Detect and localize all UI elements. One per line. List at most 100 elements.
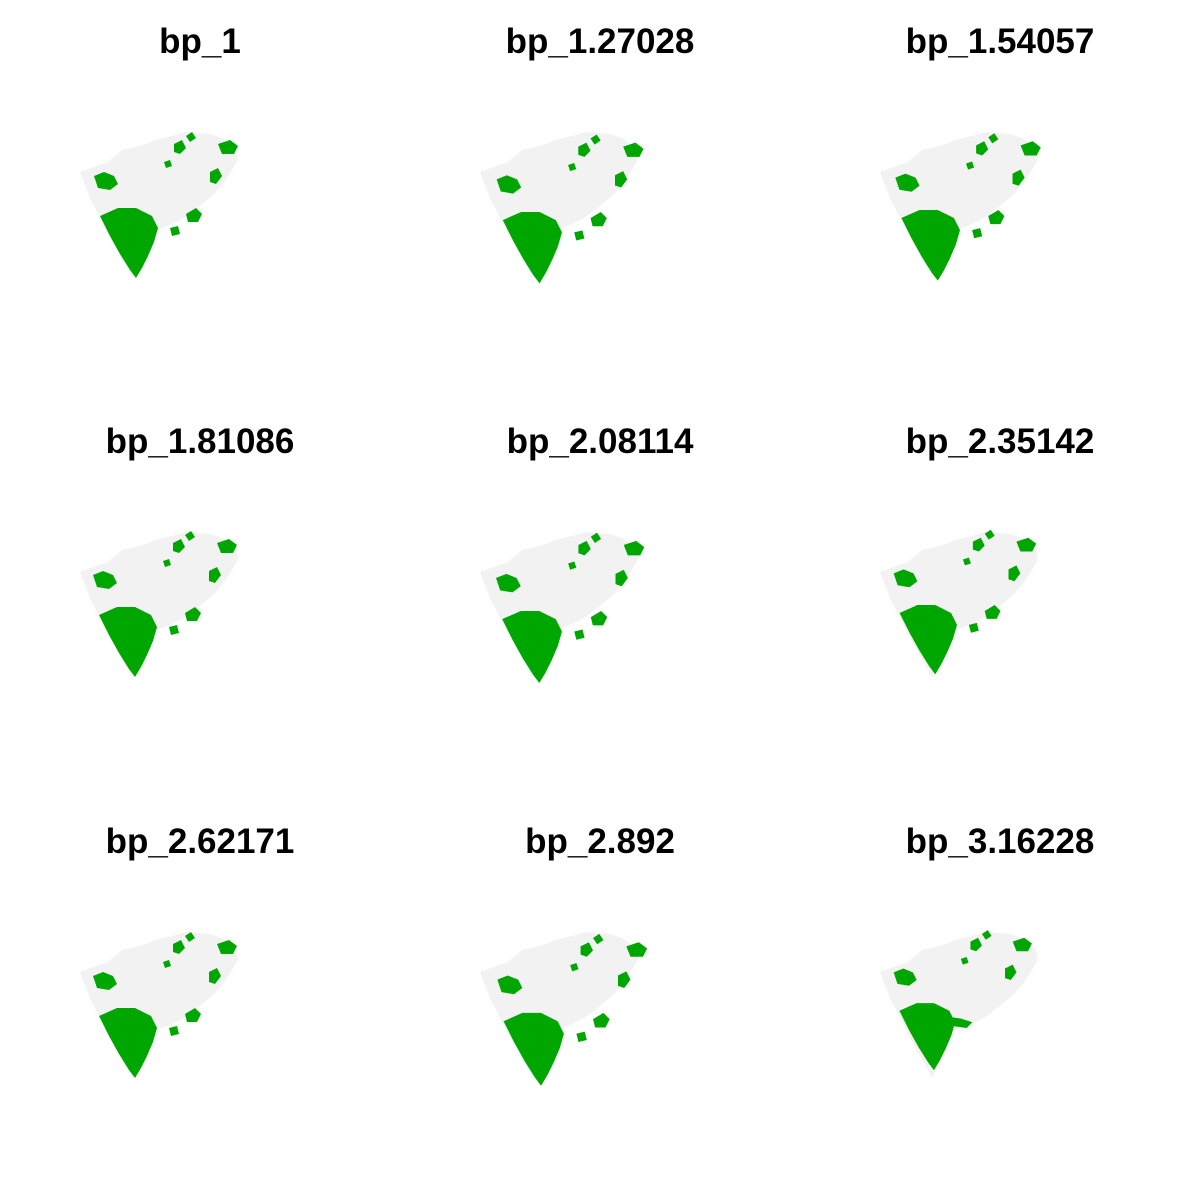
- habitat-patch: [185, 932, 195, 942]
- habitat-patch: [623, 142, 644, 157]
- habitat-patch: [217, 539, 237, 553]
- map-panel: bp_1: [0, 0, 400, 400]
- habitat-layer: [93, 932, 237, 1078]
- habitat-patch-large: [899, 1003, 956, 1071]
- habitat-patch-large: [99, 1008, 157, 1078]
- habitat-patch: [988, 133, 999, 144]
- habitat-patch: [984, 529, 995, 540]
- panel-title: bp_2.62171: [105, 822, 295, 861]
- raster-map-svg: [880, 132, 1041, 281]
- habitat-patch-large: [503, 1012, 564, 1086]
- panel-title: bp_1.27028: [505, 22, 695, 61]
- habitat-patch: [578, 142, 591, 157]
- habitat-patch: [972, 537, 985, 552]
- habitat-patch: [164, 160, 172, 168]
- raster-map-svg: [480, 532, 645, 684]
- panel-title: bp_2.35142: [905, 422, 1095, 461]
- habitat-patch: [960, 957, 969, 965]
- landmass-area: [480, 532, 638, 678]
- habitat-patch-large: [899, 605, 958, 675]
- habitat-patch: [174, 140, 186, 154]
- habitat-layer: [496, 532, 645, 684]
- map-panel: bp_2.892: [400, 800, 800, 1200]
- habitat-patch: [163, 960, 171, 968]
- raster-map-svg: [80, 932, 238, 1078]
- raster-map: [460, 910, 660, 1090]
- habitat-patch: [590, 211, 607, 227]
- habitat-patch: [968, 622, 979, 633]
- habitat-patch: [580, 942, 594, 957]
- habitat-patch-large: [502, 610, 562, 684]
- habitat-patch: [186, 208, 202, 222]
- habitat-patch: [570, 963, 579, 972]
- habitat-patch: [497, 975, 523, 995]
- habitat-patch-large: [502, 211, 562, 284]
- habitat-patch: [893, 968, 917, 986]
- habitat-patch: [574, 230, 585, 241]
- map-panel: bp_2.08114: [400, 400, 800, 800]
- map-panel: bp_3.16228: [800, 800, 1200, 1200]
- panel-title: bp_1.81086: [105, 422, 295, 461]
- raster-map: [460, 110, 660, 290]
- habitat-layer: [94, 132, 238, 278]
- habitat-patch: [1020, 141, 1041, 156]
- habitat-layer: [93, 531, 237, 677]
- habitat-patch-extension: [945, 1016, 973, 1029]
- habitat-patch: [1016, 537, 1037, 552]
- habitat-patch: [590, 610, 608, 626]
- habitat-patch: [962, 557, 971, 566]
- habitat-layer: [496, 134, 644, 284]
- map-panel: bp_2.35142: [800, 400, 1200, 800]
- habitat-patch: [496, 175, 522, 194]
- raster-map: [60, 110, 260, 290]
- habitat-patch-large: [901, 209, 960, 281]
- habitat-patch: [1005, 964, 1017, 981]
- habitat-layer: [497, 933, 648, 1086]
- panel-title: bp_1: [159, 22, 241, 61]
- map-panel: bp_1.54057: [800, 0, 1200, 400]
- habitat-layer: [895, 133, 1041, 281]
- habitat-patch: [623, 540, 645, 556]
- habitat-patch: [574, 629, 585, 640]
- raster-map: [60, 910, 260, 1090]
- habitat-patch: [210, 168, 222, 184]
- raster-map: [860, 110, 1060, 290]
- raster-map-svg: [880, 930, 1038, 1078]
- landmass-area: [480, 932, 638, 1078]
- map-panel: bp_1.81086: [0, 400, 400, 800]
- map-panel: bp_2.62171: [0, 800, 400, 1200]
- habitat-patch: [1012, 937, 1032, 952]
- habitat-patch: [209, 968, 221, 984]
- habitat-layer: [893, 529, 1037, 675]
- habitat-patch: [972, 228, 983, 239]
- habitat-patch: [169, 625, 179, 635]
- raster-map-svg: [480, 932, 648, 1086]
- habitat-patch: [94, 172, 118, 190]
- habitat-patch: [626, 942, 648, 957]
- habitat-patch-large: [100, 208, 158, 278]
- habitat-patch: [966, 161, 975, 170]
- landmass-area: [480, 132, 638, 278]
- raster-map: [460, 510, 660, 690]
- landmass-area: [80, 532, 238, 678]
- habitat-patch: [593, 933, 604, 945]
- habitat-patch: [218, 140, 238, 154]
- raster-map-svg: [880, 529, 1038, 678]
- raster-map-svg: [480, 132, 644, 284]
- habitat-patch: [578, 540, 591, 556]
- habitat-layer: [893, 930, 1032, 1071]
- raster-map: [860, 910, 1060, 1090]
- habitat-patch: [590, 532, 602, 543]
- landmass-area: [880, 932, 1038, 1078]
- habitat-patch: [988, 209, 1005, 225]
- landmass-area: [80, 932, 238, 1078]
- habitat-patch: [93, 972, 117, 990]
- habitat-patch: [981, 930, 992, 940]
- habitat-patch: [590, 134, 601, 145]
- habitat-patch: [576, 1031, 587, 1043]
- habitat-patch: [1012, 169, 1025, 186]
- habitat-patch: [615, 171, 628, 188]
- landmass-area: [80, 132, 238, 278]
- habitat-patch: [496, 573, 521, 593]
- habitat-patch: [970, 937, 982, 952]
